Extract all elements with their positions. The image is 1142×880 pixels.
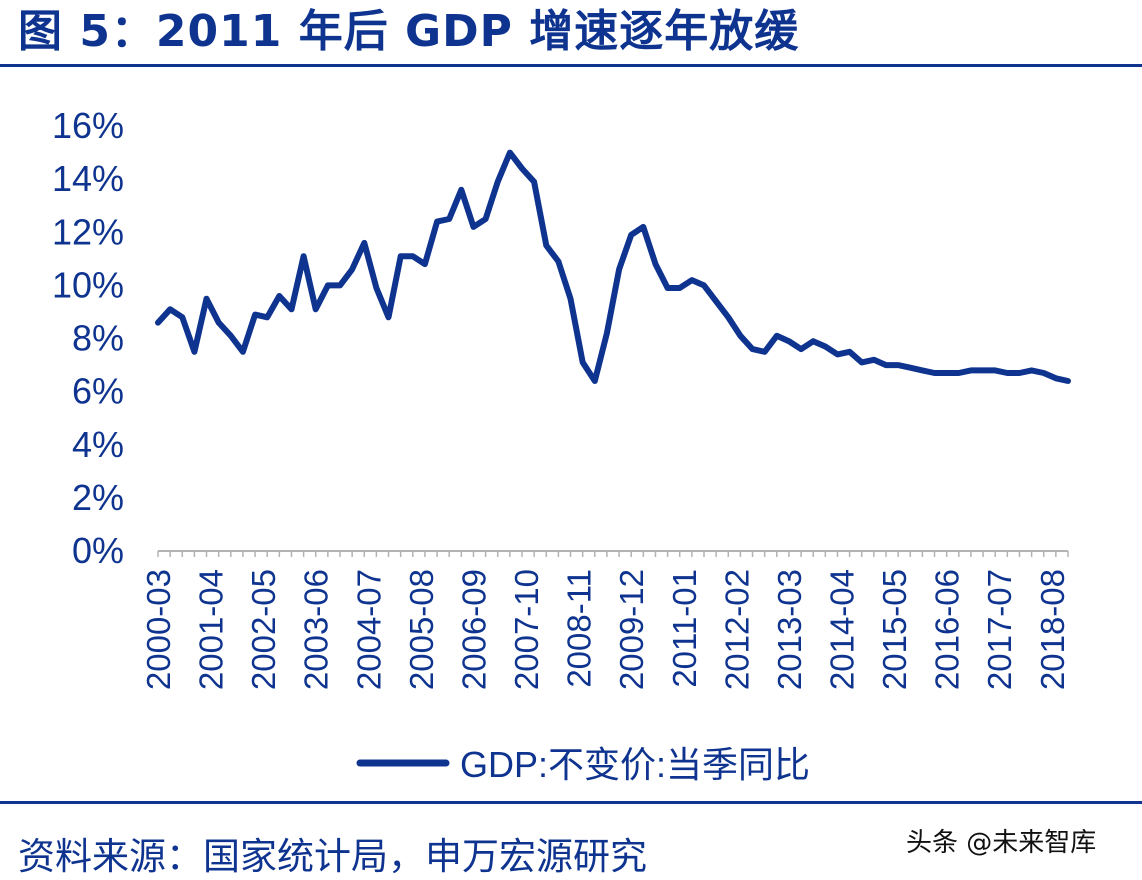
page-title: 图 5：2011 年后 GDP 增速逐年放缓 [18, 6, 800, 57]
y-tick-label: 0% [72, 530, 124, 571]
top-divider [0, 64, 1142, 67]
gdp-line-chart: 0%2%4%6%8%10%12%14%16% 2000-03 2001-04 200… [52, 105, 1071, 785]
x-tick-label: 2013-03 [771, 569, 808, 690]
source-note: 资料来源：国家统计局，申万宏源研究 [18, 835, 647, 878]
x-tick-label: 2016-06 [929, 569, 966, 690]
x-tick-label: 2007-10 [508, 569, 545, 690]
x-tick-label: 2018-08 [1034, 569, 1071, 690]
watermark: 头条 @未来智库 [906, 828, 1097, 858]
x-tick-label: 2002-05 [245, 569, 282, 690]
series-layer [155, 149, 1071, 384]
legend: GDP:不变价:当季同比 [356, 744, 810, 785]
x-tick-label: 2005-08 [403, 569, 440, 690]
series-line-gdp [155, 149, 1071, 384]
x-tick-label: 2006-09 [455, 569, 492, 690]
x-tick-label: 2003-06 [298, 569, 335, 690]
legend-label: GDP:不变价:当季同比 [460, 744, 810, 785]
y-axis: 0% 2% 4% 6% 8% 10% 12% 14% 16% [52, 105, 124, 571]
x-tick-label: 2009-12 [613, 569, 650, 690]
x-tick-label: 2015-05 [876, 569, 913, 690]
y-tick-label: 6% [72, 371, 124, 412]
bottom-divider [0, 801, 1142, 804]
x-tick-label: 2011-01 [666, 569, 703, 688]
y-tick-label: 12% [52, 211, 124, 252]
y-tick-label: 14% [52, 158, 124, 199]
x-tick-label: 2004-07 [350, 569, 387, 690]
x-tick-label: 2000-03 [140, 569, 177, 690]
y-tick-label: 16% [52, 105, 124, 146]
x-axis: 2000-03 2001-04 2002-05 2003-06 2004-07 2005-… [140, 550, 1071, 690]
y-tick-label: 4% [72, 424, 124, 465]
x-tick-label: 2012-02 [718, 569, 755, 690]
y-tick-label: 2% [72, 477, 124, 518]
x-tick-label: 2001-04 [193, 569, 230, 690]
y-tick-label: 10% [52, 264, 124, 305]
x-tick-label: 2014-04 [824, 569, 861, 690]
y-tick-label: 8% [72, 318, 124, 359]
x-tick-label: 2017-07 [981, 569, 1018, 690]
x-tick-label: 2008-11 [561, 569, 598, 688]
